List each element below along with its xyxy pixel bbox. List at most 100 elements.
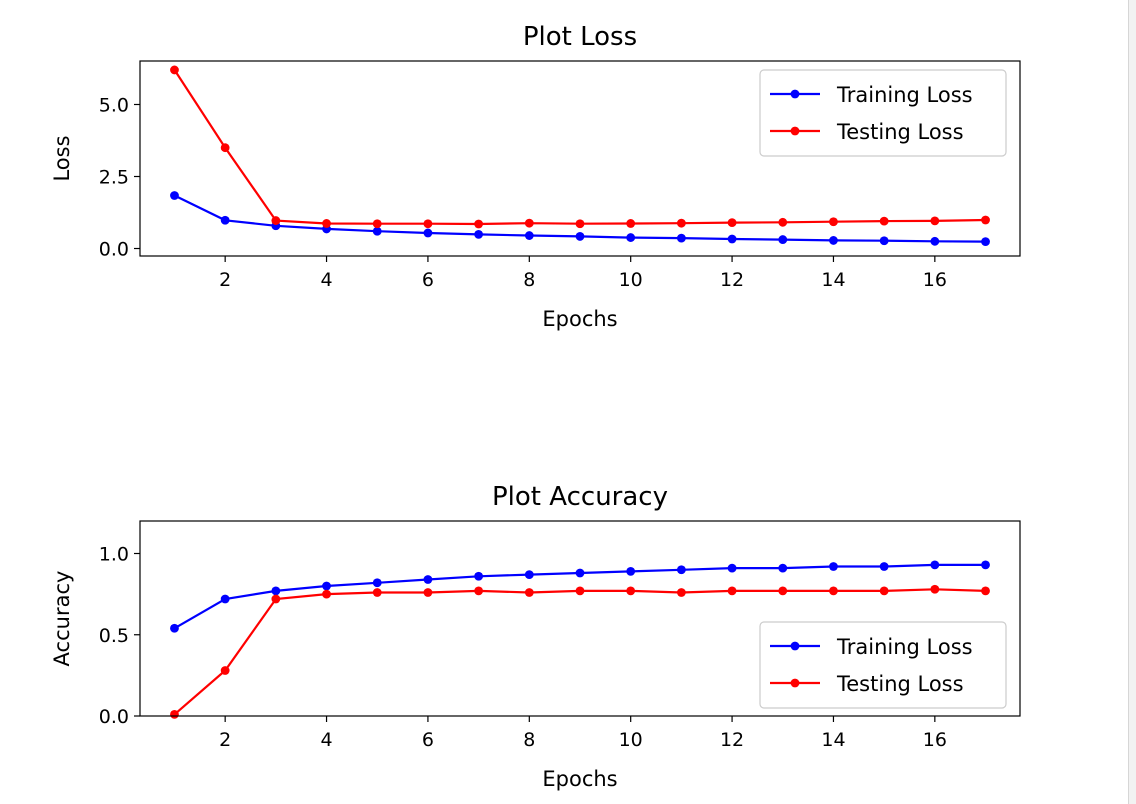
y-tick-label: 0.5	[99, 625, 129, 647]
data-point-testing	[727, 586, 737, 596]
data-point-testing	[271, 216, 281, 225]
data-point-testing	[626, 586, 636, 596]
data-point-training	[829, 236, 838, 245]
data-point-testing	[981, 586, 990, 596]
y-axis-label: Loss	[50, 135, 74, 181]
data-point-training	[271, 586, 281, 596]
x-tick-label: 16	[923, 729, 947, 751]
data-point-training	[372, 226, 382, 236]
x-tick-label: 2	[219, 729, 231, 751]
x-tick-label: 10	[619, 729, 643, 751]
data-point-training	[575, 232, 585, 241]
data-point-testing	[879, 586, 889, 596]
data-point-testing	[170, 709, 179, 719]
x-tick-label: 2	[219, 269, 231, 291]
scrollbar-track[interactable]	[1128, 0, 1136, 804]
plot-frame	[139, 60, 1021, 257]
data-point-training	[474, 229, 484, 239]
x-tick-label: 6	[422, 729, 434, 751]
legend-swatch-marker	[790, 89, 800, 99]
legend-label: Testing Loss	[836, 672, 964, 696]
data-point-training	[981, 560, 990, 570]
data-point-testing	[981, 215, 990, 225]
y-tick-label: 0.0	[99, 239, 129, 261]
data-point-testing	[423, 588, 433, 597]
data-point-training	[829, 562, 838, 571]
x-tick-label: 4	[320, 729, 332, 751]
data-point-testing	[372, 219, 382, 229]
data-point-testing	[626, 219, 636, 228]
data-point-testing	[170, 65, 179, 75]
data-point-training	[322, 581, 331, 591]
x-tick-label: 6	[422, 269, 434, 291]
legend-swatch-marker	[790, 641, 800, 651]
data-point-training	[170, 623, 179, 633]
x-tick-label: 12	[720, 729, 744, 751]
data-point-testing	[271, 594, 281, 604]
data-point-testing	[372, 588, 382, 597]
legend: Training Loss Testing Loss	[759, 69, 1007, 157]
data-point-training	[626, 566, 636, 576]
x-axis-label: Epochs	[542, 767, 617, 791]
data-point-training	[727, 563, 737, 573]
data-point-training	[524, 570, 534, 580]
data-point-training	[524, 231, 534, 240]
data-point-training	[778, 235, 788, 244]
legend-swatch-marker	[790, 126, 800, 136]
data-point-training	[474, 571, 484, 581]
plot-frame	[139, 520, 1021, 717]
x-tick-label: 16	[923, 269, 947, 291]
legend-label: Training Loss	[836, 635, 973, 659]
data-point-training	[727, 234, 737, 244]
data-point-training	[879, 562, 889, 571]
data-point-testing	[930, 216, 940, 226]
data-point-testing	[778, 217, 788, 227]
data-point-training	[220, 215, 230, 225]
accuracy-subplot: Plot Accuracy 2 4 6 8 10 12 14 16 0.0 0.5 1.0 Epochs…	[50, 482, 1021, 791]
y-tick-label: 0.0	[99, 706, 129, 728]
data-point-testing	[220, 143, 230, 153]
legend-box	[759, 69, 1007, 157]
data-point-training	[423, 228, 433, 238]
data-point-testing	[829, 217, 838, 227]
data-point-training	[778, 563, 788, 573]
data-point-testing	[575, 586, 585, 596]
data-point-training	[220, 594, 230, 604]
data-point-testing	[829, 586, 838, 596]
data-point-testing	[220, 666, 230, 675]
data-point-training	[981, 237, 990, 246]
x-tick-label: 10	[619, 269, 643, 291]
data-point-testing	[575, 219, 585, 229]
y-tick-label: 2.5	[99, 167, 129, 189]
y-axis-label: Accuracy	[50, 571, 74, 667]
data-point-testing	[727, 218, 737, 227]
x-tick-label: 8	[523, 729, 535, 751]
x-tick-label: 14	[821, 729, 845, 751]
data-point-training	[372, 578, 382, 588]
data-point-testing	[474, 586, 484, 596]
x-tick-label: 14	[821, 269, 845, 291]
data-point-training	[879, 236, 889, 246]
legend-box	[759, 621, 1007, 709]
data-point-testing	[778, 586, 788, 596]
legend-label: Training Loss	[836, 83, 973, 107]
x-axis-label: Epochs	[542, 307, 617, 331]
legend-label: Testing Loss	[836, 120, 964, 144]
data-point-testing	[930, 584, 940, 594]
data-point-training	[626, 233, 636, 242]
data-point-testing	[322, 589, 331, 599]
data-point-testing	[524, 218, 534, 228]
x-tick-label: 12	[720, 269, 744, 291]
data-point-training	[930, 560, 940, 570]
data-point-training	[676, 565, 686, 575]
data-point-training	[676, 233, 686, 243]
data-point-training	[930, 236, 940, 246]
data-point-testing	[676, 218, 686, 228]
chart-title: Plot Loss	[523, 22, 637, 52]
x-tick-label: 4	[320, 269, 332, 291]
y-tick-label: 5.0	[99, 94, 129, 116]
data-point-testing	[423, 219, 433, 229]
data-point-testing	[524, 588, 534, 597]
legend: Training Loss Testing Loss	[759, 621, 1007, 709]
